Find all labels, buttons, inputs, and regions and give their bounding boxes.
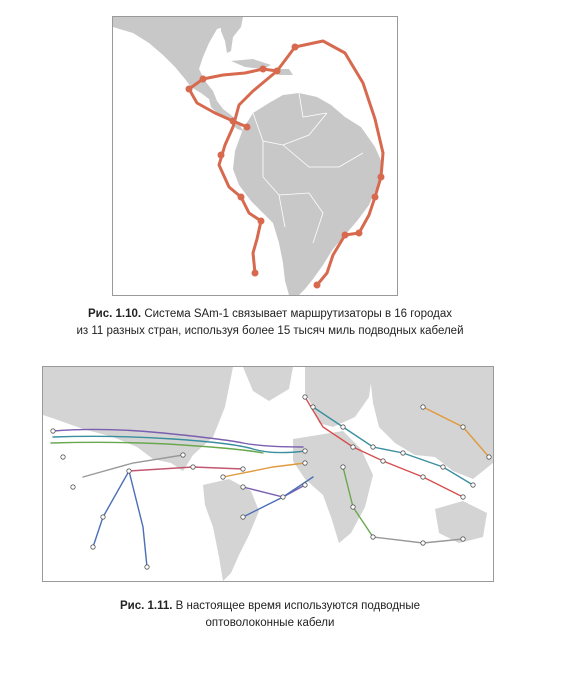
land-south-america <box>233 93 383 295</box>
sam1-cable <box>187 39 385 287</box>
cable-landing-nodes <box>50 394 492 570</box>
world-cable-map-svg <box>43 367 493 581</box>
country-borders <box>252 92 364 244</box>
world-land <box>43 367 493 581</box>
figure-1-11-caption: Рис. 1.11. В настоящее время используютс… <box>80 598 460 632</box>
sam1-map <box>112 16 398 296</box>
land-north-america <box>113 17 233 101</box>
land-south-america <box>203 479 259 581</box>
land-florida <box>221 17 243 53</box>
land-australia <box>435 501 487 543</box>
land-greenland <box>243 367 293 401</box>
submarine-cables <box>50 396 490 568</box>
sam1-map-svg <box>113 17 385 295</box>
land-africa <box>293 431 373 543</box>
figure-1-10-caption: Рис. 1.10. Система SAm-1 связывает маршр… <box>40 306 500 340</box>
figure-1-11-caption-line1: В настоящее время используются подводные <box>175 600 421 612</box>
land-central-america <box>209 99 243 131</box>
land-north-america <box>43 367 233 471</box>
land-europe <box>305 367 373 427</box>
figure-1-10-caption-line1: Система SAm-1 связывает маршрутизаторы в… <box>144 308 452 320</box>
land-asia <box>369 367 493 479</box>
sam1-landing-points <box>185 43 385 289</box>
figure-1-11-caption-line2: оптоволоконные кабели <box>205 617 335 629</box>
world-cable-map <box>42 366 494 582</box>
figure-1-10-caption-line2: из 11 разных стран, используя более 15 т… <box>76 325 464 337</box>
figure-1-11-label: Рис. 1.11. <box>119 600 173 612</box>
figure-1-10-label: Рис. 1.10. <box>88 308 142 320</box>
